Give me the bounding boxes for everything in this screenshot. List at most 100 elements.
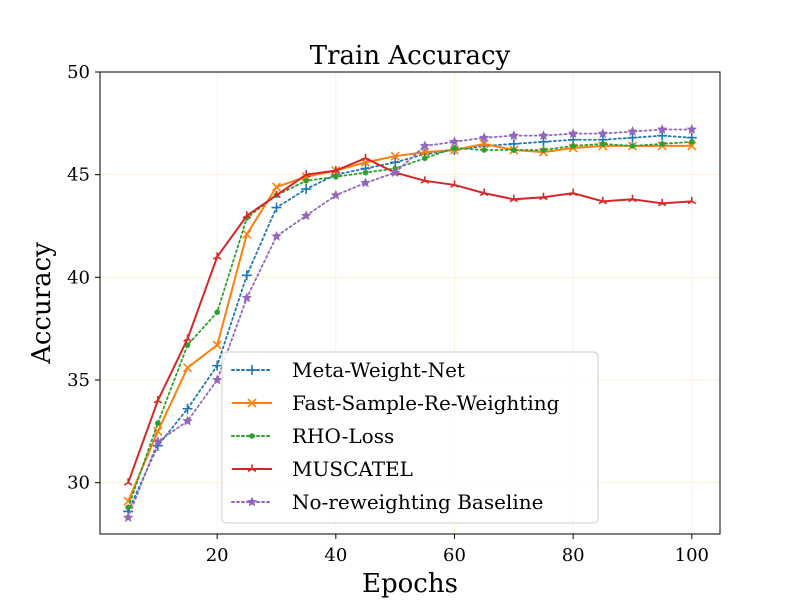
data-point: [509, 194, 519, 203]
data-point: [598, 196, 608, 205]
legend: Meta-Weight-Net Fast-Sample-Re-Weighting R…: [221, 351, 599, 524]
data-point: [422, 155, 428, 162]
data-point: [360, 177, 371, 188]
data-point: [241, 292, 253, 303]
data-point: [567, 128, 579, 139]
data-point: [568, 134, 579, 145]
x-tick-label: 100: [675, 545, 709, 566]
data-point: [182, 415, 193, 426]
data-point: [333, 173, 339, 180]
series-2: [125, 139, 695, 511]
x-tick-label: 40: [324, 545, 347, 566]
plot-frame: [99, 71, 721, 535]
data-point: [508, 130, 520, 141]
legend-label: No-reweighting Baseline: [292, 490, 543, 514]
data-point: [300, 210, 312, 221]
data-point: [539, 192, 548, 201]
data-point: [627, 126, 638, 136]
legend-item: RHO-Loss: [231, 424, 394, 448]
y-tick-label: 35: [67, 370, 90, 391]
series-line: [127, 140, 693, 509]
series-layer: [122, 123, 698, 523]
data-point: [390, 157, 401, 168]
data-point: [656, 123, 668, 134]
y-tick-label: 40: [67, 267, 90, 288]
legend-item: Meta-Weight-Net: [231, 358, 465, 382]
data-point: [451, 145, 458, 151]
data-point: [153, 426, 163, 436]
data-point: [627, 132, 638, 143]
data-point: [152, 436, 164, 447]
data-point: [155, 420, 161, 426]
data-point: [657, 130, 668, 141]
data-point: [689, 139, 695, 145]
data-point: [271, 202, 282, 213]
data-point: [330, 189, 342, 200]
data-point: [123, 478, 133, 486]
data-point: [481, 147, 487, 153]
legend-box: [221, 351, 599, 524]
legend-marker: [247, 464, 257, 472]
legend-item: MUSCATEL: [232, 457, 413, 481]
series-line: [127, 142, 692, 502]
data-point: [301, 184, 312, 195]
x-tick-label: 80: [562, 545, 585, 566]
data-point: [478, 132, 490, 143]
x-axis-label: Epochs: [362, 569, 458, 599]
legend-marker: [247, 365, 257, 375]
data-point: [241, 270, 252, 281]
data-point: [362, 169, 369, 176]
data-point: [511, 147, 517, 153]
legend-label: RHO-Loss: [292, 424, 394, 448]
y-tick-label: 30: [67, 473, 90, 494]
data-point: [420, 176, 430, 184]
data-point: [659, 141, 665, 147]
legend-label: Fast-Sample-Re-Weighting: [292, 391, 560, 415]
data-point: [600, 141, 606, 147]
legend-marker: [249, 433, 255, 439]
data-point: [271, 230, 282, 241]
data-point: [628, 194, 637, 203]
legend-label: MUSCATEL: [292, 457, 413, 481]
data-point: [122, 512, 134, 523]
axis-ticks: 20 40 60 80 100 30 35 40 45 50: [67, 62, 709, 566]
data-point: [153, 396, 163, 404]
data-point: [212, 252, 222, 260]
data-point: [657, 198, 667, 207]
chart-title: Train Accuracy: [310, 41, 511, 71]
data-point: [508, 138, 519, 149]
legend-item: Fast-Sample-Re-Weighting: [232, 391, 560, 415]
data-point: [687, 196, 697, 205]
data-point: [449, 136, 460, 147]
legend-item: No-reweighting Baseline: [231, 490, 543, 514]
data-point: [597, 128, 609, 139]
y-tick-label: 50: [67, 62, 90, 83]
data-point: [212, 340, 222, 350]
data-point: [570, 143, 576, 149]
data-point: [479, 188, 489, 197]
data-point: [212, 360, 223, 371]
legend-marker: [246, 496, 258, 507]
x-tick-label: 60: [443, 545, 466, 566]
data-point: [331, 166, 341, 174]
series-line: [127, 157, 692, 484]
data-point: [214, 309, 220, 316]
data-point: [538, 136, 549, 147]
data-point: [538, 130, 549, 141]
data-point: [303, 178, 309, 184]
data-point: [183, 334, 192, 342]
data-point: [301, 170, 311, 178]
y-tick-label: 45: [67, 165, 90, 186]
series-3: [123, 153, 697, 486]
legend-marker: [247, 398, 257, 408]
legend-label: Meta-Weight-Net: [292, 358, 465, 382]
data-point: [629, 143, 636, 149]
data-point: [182, 403, 193, 414]
data-point: [450, 180, 459, 188]
x-tick-label: 20: [206, 545, 229, 566]
data-point: [390, 151, 400, 161]
data-point: [389, 167, 401, 178]
data-point: [419, 140, 431, 151]
